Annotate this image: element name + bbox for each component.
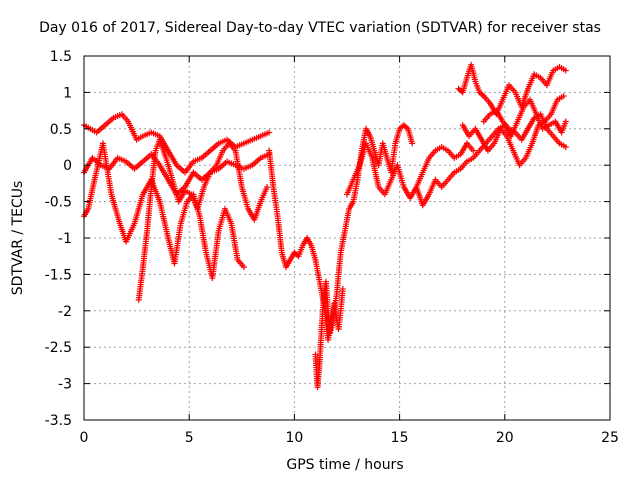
y-tick-label: -1.5 [45,267,72,283]
y-tick-label: 0.5 [50,122,72,138]
data-point [409,140,416,147]
data-point [562,67,569,74]
data-point [339,285,346,292]
axis-ticks: 0 5 10 15 20 25 -3.5 -3 -2.5 -2 -1.5 -1 -0.5 0 0.5 1 1.5 [45,49,619,446]
y-tick-label: -3.5 [45,413,72,429]
x-tick-label: 0 [80,430,89,446]
x-axis-label: GPS time / hours [286,457,404,473]
data-point [562,144,569,150]
x-tick-label: 25 [601,430,619,446]
plot-background [84,56,610,420]
x-tick-label: 15 [391,430,409,446]
data-point [562,118,569,125]
y-tick-label: -2 [58,304,72,320]
data-points [81,61,569,391]
y-tick-label: -0.5 [45,195,72,211]
x-tick-label: 10 [285,430,303,446]
y-tick-label: 0 [63,158,72,174]
data-point [266,129,273,136]
chart-title: Day 016 of 2017, Sidereal Day-to-day VTE… [39,20,601,36]
data-point [240,264,247,271]
y-tick-label: 1.5 [50,49,72,65]
y-tick-label: 1 [63,85,72,101]
y-tick-label: -3 [58,377,72,393]
data-point [560,93,567,100]
y-axis-label: SDTVAR / TECUs [10,180,26,296]
x-tick-label: 5 [185,430,194,446]
x-tick-label: 20 [496,430,514,446]
grid-lines [84,56,610,420]
y-tick-label: -1 [58,231,72,247]
data-point [470,147,477,154]
data-point [264,184,271,191]
y-tick-label: -2.5 [45,340,72,356]
